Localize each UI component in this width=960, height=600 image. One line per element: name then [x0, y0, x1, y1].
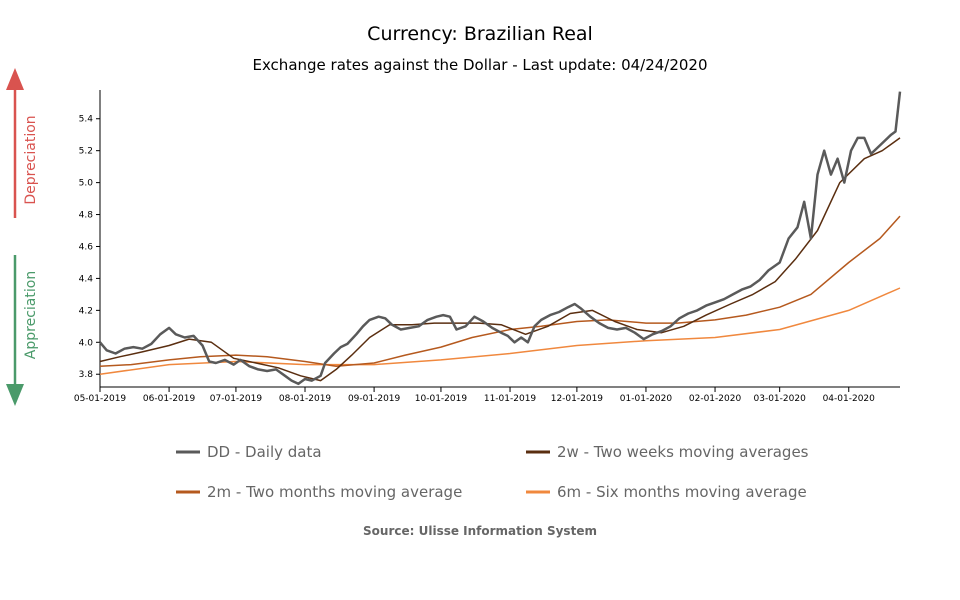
legend-label-6m: 6m - Six months moving average	[557, 483, 807, 501]
series-line-3	[99, 287, 901, 375]
series-line-2	[99, 215, 901, 367]
x-ticks: 05-01-2019 06-01-2019 07-01-2019 08-01-2019…	[74, 387, 875, 404]
y-tick-label: 5.0	[79, 179, 94, 189]
depreciation-indicator: Depreciation	[6, 68, 39, 218]
legend-label-daily: DD - Daily data	[207, 443, 322, 461]
y-ticks: 3.8 4.0 4.2 4.4 4.6 4.8 5.0 5.2 5.4	[79, 115, 100, 380]
x-tick-label: 12-01-2019	[551, 394, 604, 404]
chart-title: Currency: Brazilian Real	[367, 23, 593, 45]
legend-item-2w: 2w - Two weeks moving averages	[526, 443, 809, 461]
appreciation-label: Appreciation	[23, 271, 39, 359]
x-tick-label: 08-01-2019	[279, 394, 332, 404]
x-tick-label: 03-01-2020	[754, 394, 807, 404]
x-tick-label: 09-01-2019	[348, 394, 401, 404]
legend-item-daily: DD - Daily data	[176, 443, 322, 461]
series-layer	[99, 91, 902, 386]
y-tick-label: 5.2	[79, 147, 93, 157]
legend-item-6m: 6m - Six months moving average	[526, 483, 807, 501]
y-tick-label: 4.2	[79, 306, 93, 316]
y-tick-label: 4.0	[79, 338, 94, 348]
x-tick-label: 01-01-2020	[620, 394, 673, 404]
y-tick-label: 5.4	[79, 115, 94, 125]
up-arrow-icon	[6, 68, 24, 90]
depreciation-label: Depreciation	[23, 115, 39, 204]
x-tick-label: 02-01-2020	[689, 394, 742, 404]
x-tick-label: 10-01-2019	[415, 394, 468, 404]
series-line-1	[99, 137, 901, 382]
y-tick-label: 4.8	[79, 211, 94, 221]
y-tick-label: 3.8	[79, 370, 94, 380]
y-tick-label: 4.6	[79, 242, 94, 252]
appreciation-indicator: Appreciation	[6, 255, 39, 406]
legend-item-2m: 2m - Two months moving average	[176, 483, 462, 501]
y-tick-label: 4.4	[79, 274, 94, 284]
legend: DD - Daily data 2w - Two weeks moving av…	[176, 443, 809, 501]
source-note: Source: Ulisse Information System	[363, 524, 597, 538]
x-tick-label: 11-01-2019	[484, 394, 537, 404]
x-tick-label: 07-01-2019	[210, 394, 263, 404]
x-tick-label: 04-01-2020	[823, 394, 876, 404]
down-arrow-icon	[6, 384, 24, 406]
series-line-0	[99, 91, 902, 386]
legend-label-2w: 2w - Two weeks moving averages	[557, 443, 809, 461]
chart-subtitle: Exchange rates against the Dollar - Last…	[252, 56, 707, 74]
legend-label-2m: 2m - Two months moving average	[207, 483, 462, 501]
x-tick-label: 05-01-2019	[74, 394, 127, 404]
x-tick-label: 06-01-2019	[143, 394, 196, 404]
